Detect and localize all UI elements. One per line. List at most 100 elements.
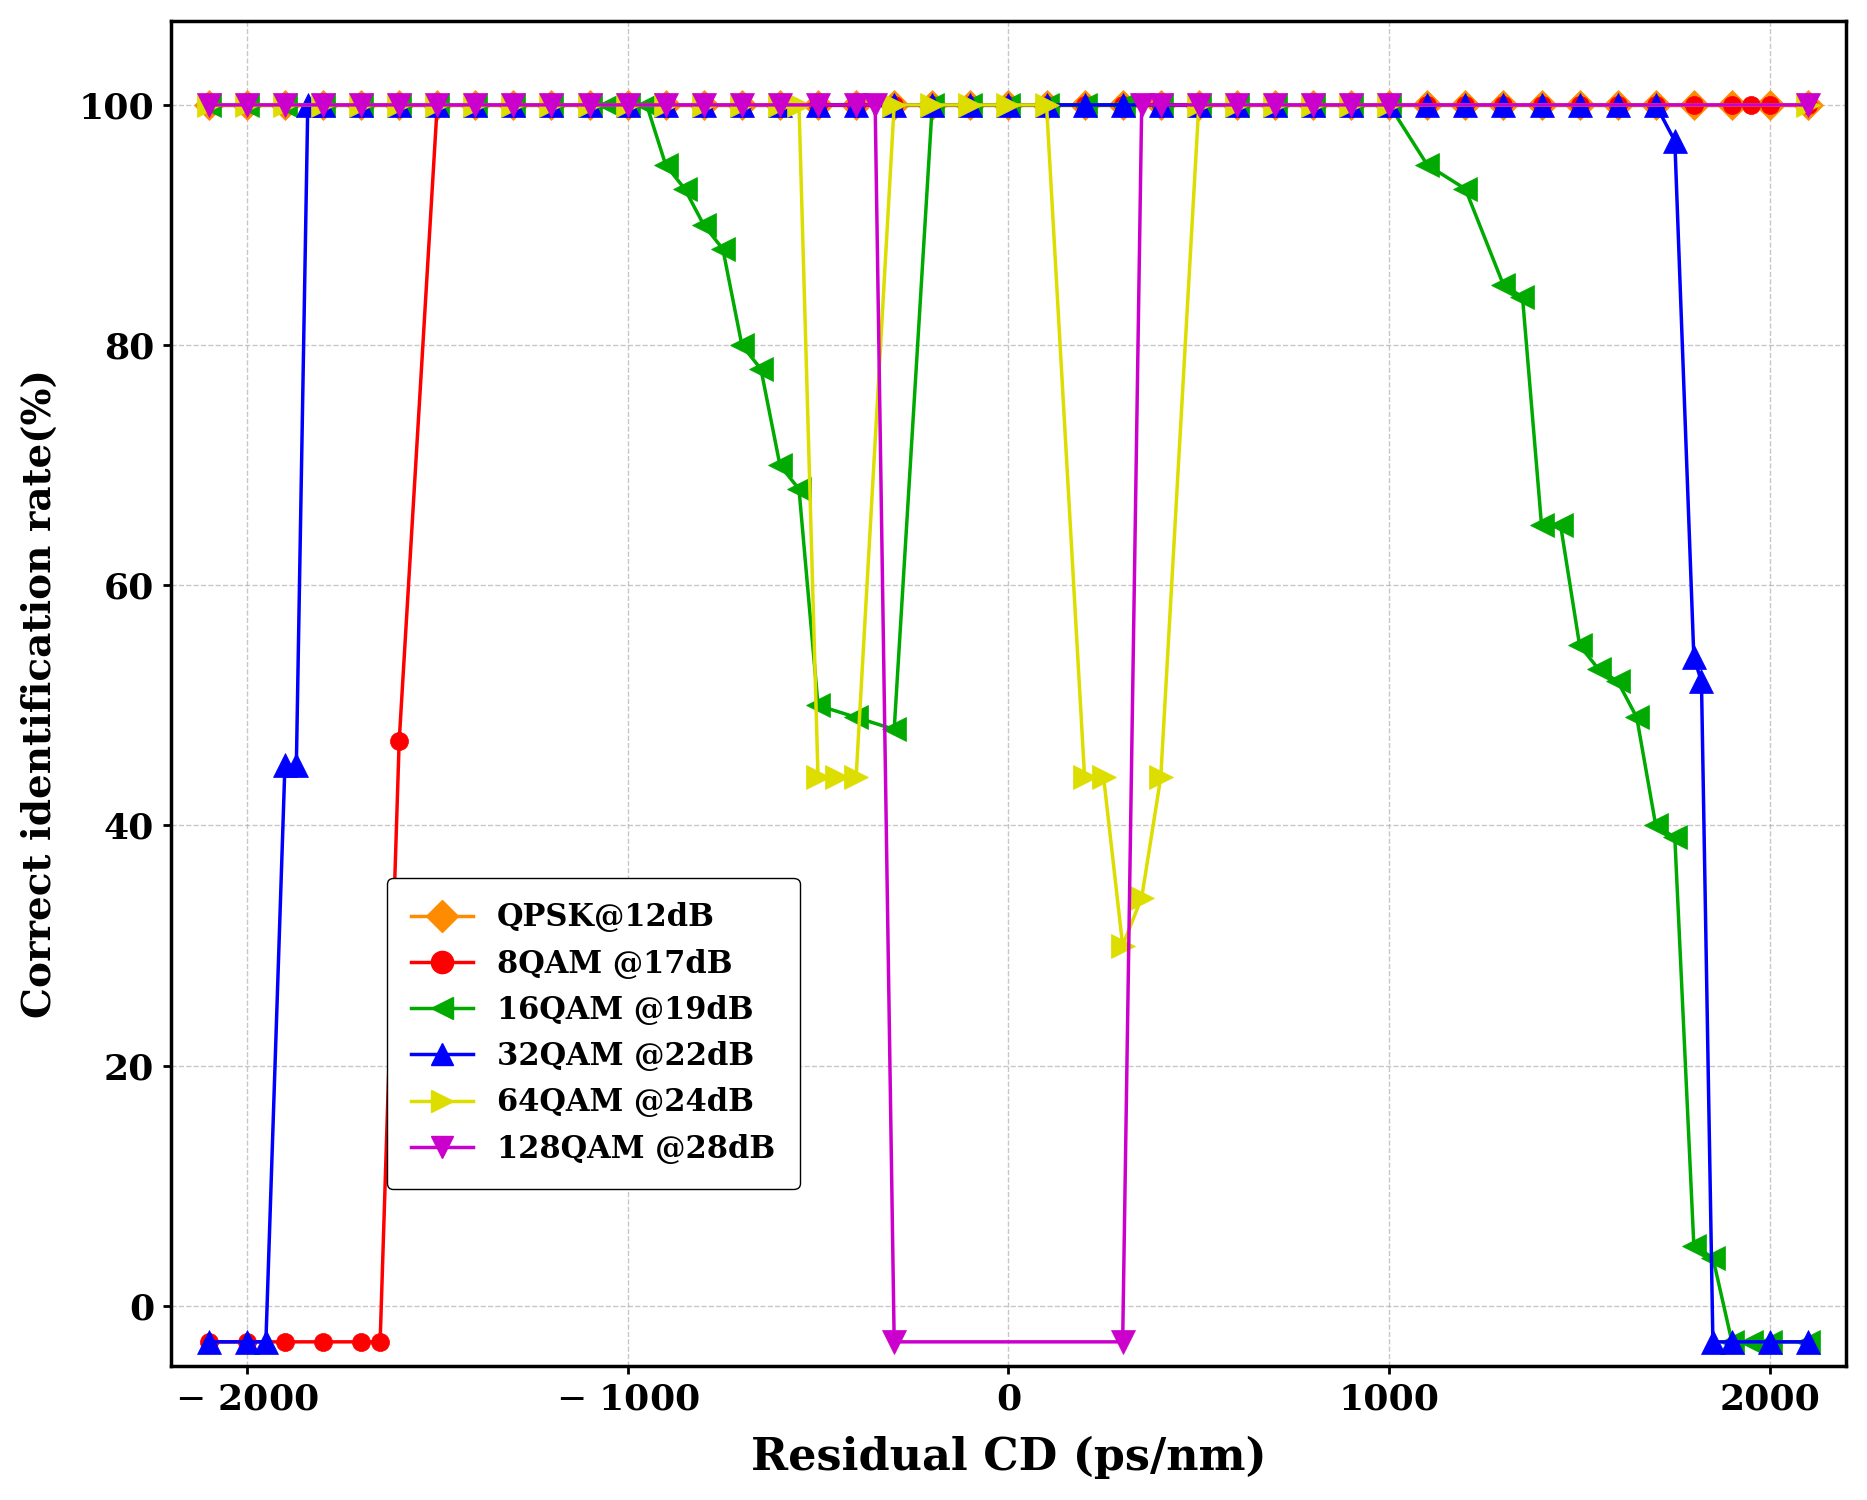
QPSK@12dB <box>883 96 905 114</box>
QPSK@12dB <box>1264 96 1286 114</box>
8QAM @17dB <box>655 96 678 114</box>
Line: 128QAM @28dB: 128QAM @28dB <box>196 93 1820 1353</box>
32QAM @22dB <box>579 96 601 114</box>
16QAM @19dB <box>1721 1334 1744 1352</box>
64QAM @24dB <box>1131 888 1154 906</box>
128QAM @28dB <box>1301 96 1324 114</box>
32QAM @22dB <box>1074 96 1096 114</box>
64QAM @24dB <box>960 96 982 114</box>
QPSK@12dB <box>807 96 829 114</box>
128QAM @28dB <box>1227 96 1249 114</box>
QPSK@12dB <box>1759 96 1781 114</box>
32QAM @22dB <box>1701 1334 1723 1352</box>
128QAM @28dB <box>693 96 715 114</box>
128QAM @28dB <box>1341 96 1363 114</box>
64QAM @24dB <box>655 96 678 114</box>
QPSK@12dB <box>1454 96 1477 114</box>
8QAM @17dB <box>1264 96 1286 114</box>
32QAM @22dB <box>465 96 487 114</box>
128QAM @28dB <box>730 96 752 114</box>
32QAM @22dB <box>1759 1334 1781 1352</box>
128QAM @28dB <box>846 96 868 114</box>
QPSK@12dB <box>540 96 562 114</box>
64QAM @24dB <box>426 96 448 114</box>
QPSK@12dB <box>465 96 487 114</box>
64QAM @24dB <box>788 96 810 114</box>
128QAM @28dB <box>465 96 487 114</box>
64QAM @24dB <box>1074 768 1096 786</box>
32QAM @22dB <box>1663 132 1686 150</box>
8QAM @17dB <box>920 96 943 114</box>
32QAM @22dB <box>1341 96 1363 114</box>
32QAM @22dB <box>1606 96 1628 114</box>
32QAM @22dB <box>846 96 868 114</box>
32QAM @22dB <box>1690 672 1712 690</box>
8QAM @17dB <box>846 96 868 114</box>
32QAM @22dB <box>1682 648 1705 666</box>
32QAM @22dB <box>540 96 562 114</box>
16QAM @19dB <box>1341 96 1363 114</box>
16QAM @19dB <box>1796 1334 1818 1352</box>
32QAM @22dB <box>769 96 792 114</box>
Line: 16QAM @19dB: 16QAM @19dB <box>196 93 1820 1353</box>
32QAM @22dB <box>286 756 308 774</box>
32QAM @22dB <box>254 1334 276 1352</box>
QPSK@12dB <box>616 96 639 114</box>
8QAM @17dB <box>1111 96 1133 114</box>
32QAM @22dB <box>655 96 678 114</box>
32QAM @22dB <box>693 96 715 114</box>
8QAM @17dB <box>1568 96 1591 114</box>
Line: 32QAM @22dB: 32QAM @22dB <box>196 93 1820 1353</box>
8QAM @17dB <box>1341 96 1363 114</box>
16QAM @19dB <box>1150 96 1172 114</box>
8QAM @17dB <box>1492 96 1514 114</box>
QPSK@12dB <box>920 96 943 114</box>
64QAM @24dB <box>1264 96 1286 114</box>
8QAM @17dB <box>616 96 639 114</box>
64QAM @24dB <box>1301 96 1324 114</box>
128QAM @28dB <box>1796 96 1818 114</box>
64QAM @24dB <box>1036 96 1059 114</box>
8QAM @17dB <box>579 96 601 114</box>
32QAM @22dB <box>1492 96 1514 114</box>
QPSK@12dB <box>274 96 297 114</box>
64QAM @24dB <box>1341 96 1363 114</box>
64QAM @24dB <box>1111 936 1133 954</box>
8QAM @17dB <box>807 96 829 114</box>
8QAM @17dB <box>1740 96 1762 114</box>
32QAM @22dB <box>1227 96 1249 114</box>
32QAM @22dB <box>274 756 297 774</box>
64QAM @24dB <box>235 96 258 114</box>
128QAM @28dB <box>312 96 334 114</box>
64QAM @24dB <box>502 96 525 114</box>
128QAM @28dB <box>540 96 562 114</box>
32QAM @22dB <box>1796 1334 1818 1352</box>
QPSK@12dB <box>693 96 715 114</box>
Line: 64QAM @24dB: 64QAM @24dB <box>196 93 1820 957</box>
128QAM @28dB <box>502 96 525 114</box>
32QAM @22dB <box>1531 96 1553 114</box>
8QAM @17dB <box>1074 96 1096 114</box>
8QAM @17dB <box>960 96 982 114</box>
QPSK@12dB <box>1682 96 1705 114</box>
64QAM @24dB <box>997 96 1019 114</box>
32QAM @22dB <box>297 96 319 114</box>
32QAM @22dB <box>1111 96 1133 114</box>
32QAM @22dB <box>1454 96 1477 114</box>
16QAM @19dB <box>198 96 220 114</box>
QPSK@12dB <box>1531 96 1553 114</box>
32QAM @22dB <box>1187 96 1210 114</box>
32QAM @22dB <box>198 1334 220 1352</box>
Legend: QPSK@12dB, 8QAM @17dB, 16QAM @19dB, 32QAM @22dB, 64QAM @24dB, 128QAM @28dB: QPSK@12dB, 8QAM @17dB, 16QAM @19dB, 32QA… <box>386 878 799 1190</box>
X-axis label: Residual CD (ps/nm): Residual CD (ps/nm) <box>751 1436 1266 1479</box>
64QAM @24dB <box>274 96 297 114</box>
Line: 8QAM @17dB: 8QAM @17dB <box>200 96 1817 1352</box>
128QAM @28dB <box>1187 96 1210 114</box>
8QAM @17dB <box>426 96 448 114</box>
32QAM @22dB <box>1568 96 1591 114</box>
32QAM @22dB <box>1301 96 1324 114</box>
64QAM @24dB <box>312 96 334 114</box>
128QAM @28dB <box>426 96 448 114</box>
QPSK@12dB <box>1606 96 1628 114</box>
QPSK@12dB <box>1074 96 1096 114</box>
